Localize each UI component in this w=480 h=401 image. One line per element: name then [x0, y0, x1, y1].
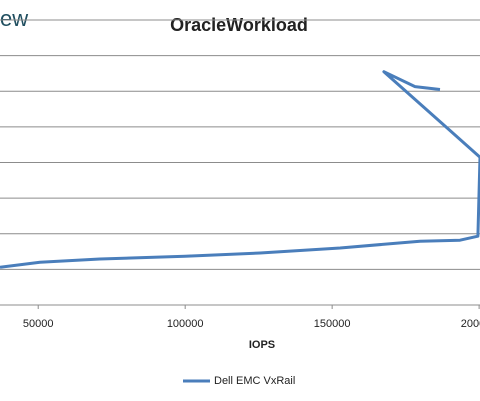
- x-axis-label: IOPS: [249, 339, 275, 351]
- x-tick-label: 50000: [23, 318, 54, 330]
- chart-title: OracleWorkload: [170, 15, 308, 35]
- x-tick-label: 150000: [314, 318, 351, 330]
- logo-text: ew: [0, 6, 28, 31]
- x-tick-label: 200000: [461, 318, 480, 330]
- data-line: [0, 70, 480, 269]
- x-tick-label: 100000: [167, 318, 204, 330]
- legend-label: Dell EMC VxRail: [214, 375, 295, 387]
